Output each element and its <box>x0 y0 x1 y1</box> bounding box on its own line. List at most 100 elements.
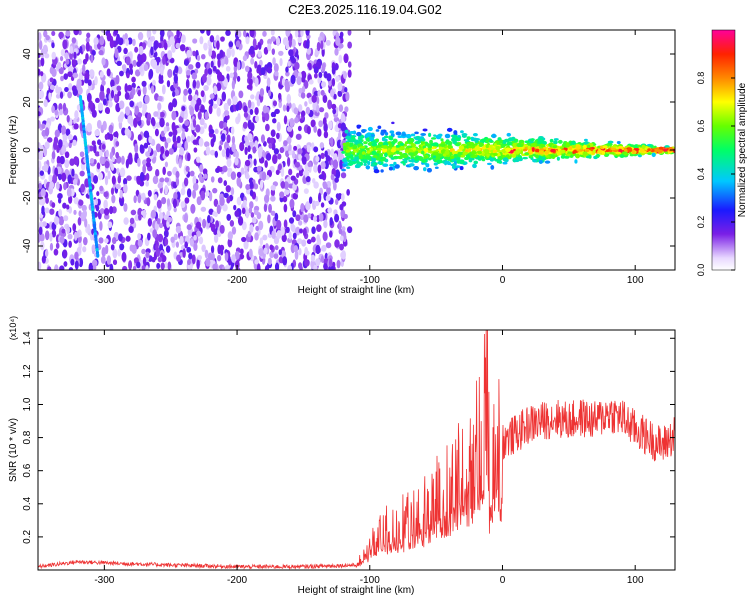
spectrogram-cell <box>320 255 325 263</box>
spectrogram-cell <box>105 149 109 158</box>
spectrogram-cell <box>314 200 320 207</box>
spectrogram-cell <box>464 149 469 153</box>
spectrogram-cell <box>199 164 204 173</box>
spectrogram-cell <box>582 144 587 150</box>
bottom-x-tick-label: -300 <box>94 575 114 586</box>
spectrogram-cell <box>316 41 321 52</box>
spectrogram-cell <box>568 145 573 151</box>
spectrogram-cell <box>185 78 190 89</box>
spectrogram-cell <box>91 259 98 267</box>
spectrogram-cell <box>346 166 351 169</box>
spectrogram-cell <box>337 81 343 92</box>
spectrogram-cell <box>515 156 522 161</box>
spectrogram-cell <box>320 202 325 208</box>
spectrogram-cell <box>422 128 428 132</box>
spectrogram-cell <box>98 150 103 157</box>
spectrogram-cell <box>271 142 276 151</box>
spectrogram-cell <box>96 162 101 170</box>
spectrogram-cell <box>125 56 131 66</box>
spectrogram-cell <box>358 143 363 147</box>
spectrogram-cell <box>227 238 233 248</box>
spectrogram-cell <box>61 144 67 155</box>
spectrogram-cell <box>44 207 50 214</box>
spectrogram-cell <box>216 71 223 82</box>
spectrogram-cell <box>77 217 82 226</box>
spectrogram-cell <box>84 178 90 188</box>
spectrogram-cell <box>103 191 109 198</box>
top-y-axis-label: Frequency (Hz) <box>8 116 19 185</box>
spectrogram-cell <box>444 160 451 164</box>
spectrogram-cell <box>377 161 382 165</box>
spectrogram-cell <box>94 151 100 157</box>
spectrogram-cell <box>64 151 70 159</box>
spectrogram-cell <box>80 183 86 193</box>
spectrogram-cell <box>92 264 97 270</box>
spectrogram-cell <box>293 245 299 253</box>
spectrogram-cell <box>305 40 310 49</box>
spectrogram-cell <box>399 151 403 156</box>
spectrogram-cell <box>381 136 386 142</box>
spectrogram-cell <box>60 48 66 57</box>
spectrogram-cell <box>346 132 351 137</box>
spectrogram-cell <box>334 239 340 248</box>
spectrogram-cell <box>483 149 490 154</box>
spectrogram-cell <box>204 249 209 259</box>
spectrogram-cell <box>286 126 293 132</box>
spectrogram-cell <box>150 85 155 94</box>
spectrogram-cell <box>432 155 437 159</box>
spectrogram-cell <box>254 259 260 265</box>
spectrogram-cell <box>270 30 275 36</box>
spectrogram-cell <box>205 145 211 156</box>
spectrogram-cell <box>195 124 201 133</box>
spectrogram-cell <box>111 194 116 204</box>
spectrogram-cell <box>44 249 49 258</box>
spectrogram-cell <box>349 131 356 134</box>
spectrogram-cell <box>220 133 226 142</box>
spectrogram-cell <box>257 50 262 58</box>
spectrogram-cell <box>433 162 438 166</box>
spectrogram-cell <box>154 128 159 137</box>
spectrogram-cell <box>639 149 645 153</box>
spectrogram-cell <box>399 142 405 146</box>
spectrogram-cell <box>212 65 217 72</box>
spectrogram-cell <box>258 42 262 50</box>
spectrogram-cell <box>282 37 288 46</box>
spectrogram-cell <box>342 131 347 138</box>
spectrogram-cell <box>155 244 159 251</box>
spectrogram-cell <box>200 30 205 34</box>
spectrogram-cell <box>329 217 333 226</box>
colorbar-tick-label: 0.0 <box>696 264 706 277</box>
spectrogram-cell <box>51 151 56 160</box>
snr-panel: -300 -200 -100 0 100 0.2 0.4 0.6 0.8 1.0 1.2 1.4 H… <box>8 316 676 596</box>
spectrogram-cell <box>129 63 133 70</box>
spectrogram-cell <box>94 129 100 137</box>
spectrogram-cell <box>332 159 339 170</box>
spectrogram-cell <box>410 133 416 137</box>
spectrogram-cell <box>72 88 78 96</box>
colorbar-label: Normalized spectral amplitude <box>737 82 748 217</box>
spectrogram-cell <box>490 165 495 170</box>
spectrogram-cell <box>486 153 490 158</box>
spectrogram-cell <box>205 257 211 267</box>
spectrogram-cell <box>49 66 54 75</box>
spectrogram-cell <box>68 267 74 270</box>
spectrogram-cell <box>191 254 196 265</box>
spectrogram-cell <box>275 169 280 176</box>
spectrogram-cell <box>501 149 506 153</box>
spectrogram-cell <box>322 117 327 126</box>
spectrogram-cell <box>166 137 172 144</box>
spectrogram-cell <box>316 104 320 113</box>
spectrogram-cell <box>496 152 501 158</box>
spectrogram-cell <box>348 156 354 159</box>
spectrogram-cell <box>629 153 635 157</box>
spectrogram-cell <box>264 160 268 168</box>
spectrogram-cell <box>221 91 227 102</box>
spectrogram-cell <box>59 55 64 62</box>
spectrogram-cell <box>275 36 281 47</box>
spectrogram-cell <box>183 177 189 187</box>
spectrogram-cell <box>249 45 255 55</box>
spectrogram-cell <box>243 30 247 37</box>
spectrogram-cell <box>123 217 129 225</box>
spectrogram-cell <box>126 72 130 79</box>
spectrogram-cell <box>188 88 192 95</box>
